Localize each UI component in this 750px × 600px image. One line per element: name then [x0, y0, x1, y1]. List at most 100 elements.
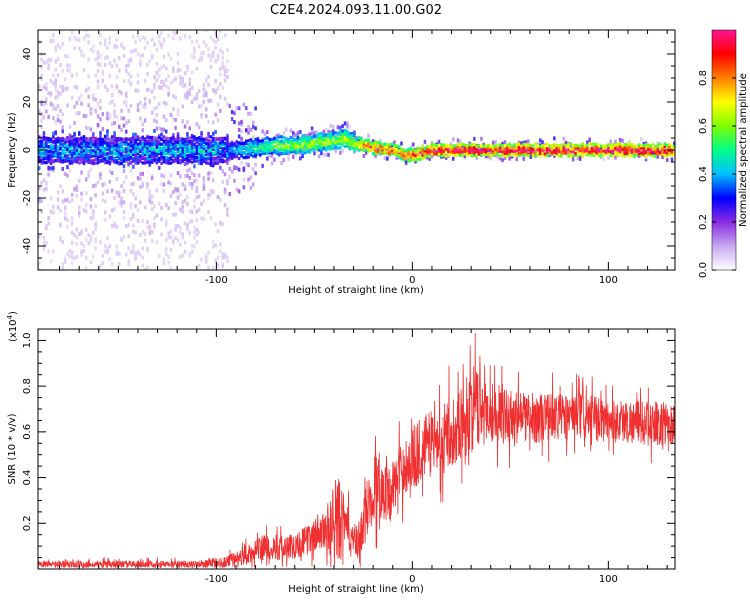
heatmap-cell [47, 145, 50, 149]
heatmap-cell [115, 84, 119, 89]
heatmap-cell [247, 155, 250, 159]
heatmap-cell [247, 145, 250, 149]
heatmap-cell [306, 135, 309, 139]
heatmap-cell [332, 125, 335, 130]
heatmap-cell [162, 139, 166, 143]
heatmap-cell [202, 137, 206, 141]
heatmap-cell [569, 147, 573, 151]
heatmap-cell [444, 147, 448, 151]
heatmap-cell [670, 144, 674, 148]
heatmap-cell [94, 161, 97, 165]
heatmap-cell [47, 149, 50, 154]
heatmap-cell [496, 147, 500, 151]
heatmap-cell [285, 127, 288, 132]
heatmap-cell [404, 157, 408, 161]
heatmap-cell [221, 179, 224, 184]
heatmap-cell [127, 119, 130, 124]
heatmap-cell [282, 146, 286, 150]
heatmap-cell [113, 207, 116, 212]
heatmap-cell [54, 48, 57, 53]
heatmap-cell [181, 79, 184, 84]
heatmap-cell [108, 147, 112, 151]
heatmap-cell [263, 141, 267, 145]
heatmap-cell [195, 232, 199, 237]
heatmap-cell [202, 153, 206, 157]
heatmap-cell [197, 104, 201, 109]
heatmap-cell [647, 143, 650, 147]
heatmap-cell [45, 109, 48, 114]
heatmap-cell [524, 145, 528, 149]
heatmap-cell [45, 186, 48, 191]
heatmap-cell [150, 37, 154, 42]
heatmap-cell [320, 151, 323, 156]
heatmap-cell [562, 143, 565, 148]
heatmap-cell [176, 69, 180, 74]
heatmap-cell [252, 143, 255, 147]
heatmap-cell [562, 149, 565, 153]
heatmap-cell [216, 145, 220, 149]
heatmap-cell [205, 43, 208, 48]
heatmap-cell [400, 147, 403, 151]
heatmap-cell [47, 165, 50, 170]
heatmap-cell [94, 136, 97, 141]
heatmap-cell [602, 144, 605, 148]
heatmap-cell [61, 125, 64, 130]
heatmap-cell [230, 149, 234, 153]
heatmap-cell [393, 150, 396, 154]
heatmap-cell [237, 106, 241, 111]
heatmap-cell [539, 148, 542, 153]
heatmap-cell [376, 147, 380, 152]
heatmap-cell [595, 151, 598, 155]
heatmap-cell [186, 227, 189, 231]
heatmap-cell [207, 161, 210, 165]
heatmap-cell [534, 154, 537, 158]
heatmap-cell [593, 149, 596, 153]
heatmap-cell [193, 96, 196, 101]
heatmap-cell [141, 141, 144, 145]
heatmap-cell [47, 91, 50, 96]
heatmap-cell [181, 235, 184, 240]
heatmap-cell [153, 151, 156, 155]
heatmap-cell [588, 147, 591, 151]
heatmap-cell [106, 144, 109, 148]
heatmap-cell [202, 180, 206, 184]
heatmap-cell [376, 145, 380, 149]
heatmap-cell [122, 146, 126, 151]
heatmap-cell [141, 246, 144, 251]
heatmap-cell [181, 209, 184, 214]
heatmap-cell [193, 159, 196, 163]
heatmap-cell [590, 149, 594, 153]
heatmap-cell [146, 146, 149, 150]
heatmap-cell [162, 261, 166, 266]
heatmap-cell [226, 158, 229, 162]
heatmap-cell [160, 161, 163, 165]
heatmap-cell [139, 136, 142, 140]
heatmap-cell [593, 145, 596, 149]
heatmap-cell [120, 128, 123, 133]
heatmap-cell [320, 137, 323, 141]
heatmap-cell [115, 44, 119, 49]
heatmap-cell [214, 141, 217, 145]
heatmap-cell [372, 147, 375, 151]
heatmap-cell [673, 147, 675, 151]
heatmap-cell [666, 158, 669, 162]
heatmap-cell [153, 95, 156, 100]
heatmap-cell [85, 144, 88, 148]
heatmap-cell [63, 154, 67, 158]
heatmap-cell [423, 139, 427, 144]
heatmap-cell [548, 144, 551, 148]
heatmap-cell [169, 151, 173, 155]
heatmap-cell [188, 167, 191, 172]
heatmap-cell [85, 157, 88, 161]
heatmap-cell [449, 141, 453, 146]
heatmap-cell [524, 143, 528, 147]
heatmap-cell [150, 173, 154, 178]
heatmap-cell [254, 162, 257, 167]
heatmap-cell [273, 137, 276, 141]
heatmap-cell [600, 154, 603, 158]
heatmap-cell [569, 154, 573, 158]
heatmap-cell [287, 156, 290, 161]
heatmap-cell [390, 142, 394, 146]
heatmap-cell [350, 134, 354, 138]
chart-title: C2E4.2024.093.11.00.G02 [270, 3, 442, 18]
